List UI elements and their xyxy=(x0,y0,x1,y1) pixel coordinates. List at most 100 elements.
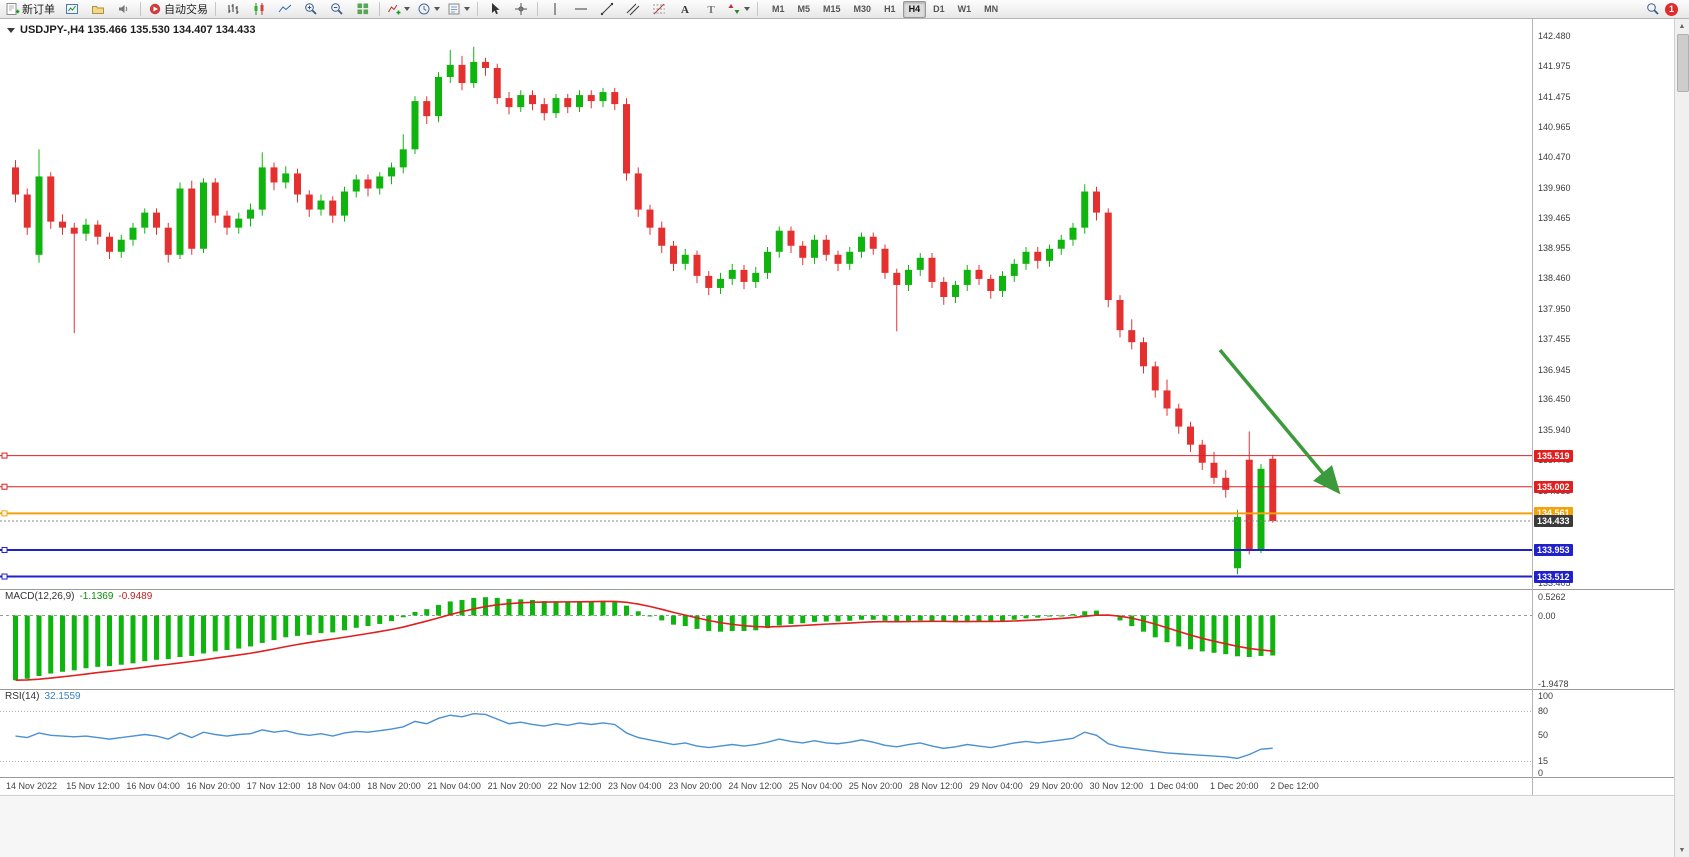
templates-button[interactable] xyxy=(444,0,473,19)
time-axis-label: 23 Nov 04:00 xyxy=(608,781,662,791)
time-axis-label: 25 Nov 20:00 xyxy=(848,781,903,791)
timeframe-M15[interactable]: M15 xyxy=(823,3,841,14)
search-icon[interactable] xyxy=(1646,2,1660,16)
panel-divider[interactable] xyxy=(0,777,1675,778)
crosshair-button[interactable] xyxy=(508,0,533,19)
text-icon: A xyxy=(681,4,689,16)
notification-badge[interactable]: 1 xyxy=(1665,2,1678,16)
panel-divider[interactable] xyxy=(0,589,1675,590)
toolbar: 新订单 自动交易 xyxy=(0,0,1689,19)
rsi-panel[interactable] xyxy=(0,690,1532,777)
chart-window-button[interactable] xyxy=(59,0,84,19)
horizontal-line-icon xyxy=(574,8,587,10)
hline-price-badge: 135.002 xyxy=(1534,480,1573,493)
alerts-button[interactable] xyxy=(111,0,136,19)
text-button[interactable]: A xyxy=(672,0,697,19)
zoom-in-button[interactable] xyxy=(298,0,323,19)
vertical-line-button[interactable] xyxy=(542,0,567,19)
price-axis-label: 136.450 xyxy=(1538,394,1571,405)
time-axis-label: 21 Nov 04:00 xyxy=(427,781,481,791)
macd-main-value: -1.1369 xyxy=(79,591,114,602)
candlestick-chart-type-icon xyxy=(254,3,263,15)
equidistant-channel-icon xyxy=(626,3,639,16)
timeframe-H1[interactable]: H1 xyxy=(884,3,896,14)
tile-windows-button[interactable] xyxy=(350,0,375,19)
bar-chart-type-icon xyxy=(228,4,238,14)
line-handle[interactable] xyxy=(1,573,8,580)
timeframe-D1[interactable]: D1 xyxy=(933,3,945,14)
candlestick-chart[interactable] xyxy=(0,19,1532,589)
rsi-line xyxy=(15,713,1273,760)
vertical-line-icon xyxy=(554,3,555,15)
price-axis-label: 137.455 xyxy=(1538,333,1571,344)
panel-divider[interactable] xyxy=(0,689,1675,690)
toolbar-separator xyxy=(140,2,141,16)
zoom-out-button[interactable] xyxy=(324,0,349,19)
time-axis-label: 23 Nov 20:00 xyxy=(668,781,722,791)
time-axis-label: 21 Nov 20:00 xyxy=(487,781,542,791)
macd-signal-line xyxy=(15,600,1273,682)
chart-title-text: USDJPY-,H4 135.466 135.530 134.407 134.4… xyxy=(20,24,256,36)
cursor-button[interactable] xyxy=(482,0,507,19)
autotrade-button[interactable]: 自动交易 xyxy=(145,0,211,19)
price-axis-separator xyxy=(1532,19,1533,795)
line-chart-type-button[interactable] xyxy=(272,0,297,19)
macd-signal-value: -0.9489 xyxy=(118,591,153,602)
trend-arrow[interactable] xyxy=(1218,348,1341,495)
rsi-value: 32.1559 xyxy=(44,691,81,702)
line-handle[interactable] xyxy=(1,510,8,517)
price-axis-label: 136.945 xyxy=(1538,364,1571,375)
time-axis[interactable]: 14 Nov 2022 15 Nov 12:00 16 Nov 04:00 16 No… xyxy=(0,778,1532,795)
vertical-scrollbar[interactable]: ▲ ▼ xyxy=(1674,19,1689,857)
chart-area[interactable]: USDJPY-,H4 135.466 135.530 134.407 134.4… xyxy=(0,19,1675,795)
toolbar-separator xyxy=(537,2,538,16)
crosshair-icon xyxy=(514,3,527,15)
timeframe-M30[interactable]: M30 xyxy=(853,3,872,14)
arrows-button[interactable] xyxy=(724,0,753,19)
time-axis-label: 15 Nov 12:00 xyxy=(66,781,120,791)
macd-panel[interactable] xyxy=(0,590,1532,689)
line-handle[interactable] xyxy=(1,483,8,490)
scroll-down-icon[interactable]: ▼ xyxy=(1678,846,1686,854)
window-bottom-area xyxy=(0,795,1675,857)
chart-menu-icon[interactable] xyxy=(7,28,15,33)
scrollbar-thumb[interactable] xyxy=(1677,34,1689,92)
line-handle[interactable] xyxy=(1,452,8,459)
horizontal-line-button[interactable] xyxy=(568,0,593,19)
bar-chart-type-button[interactable] xyxy=(220,0,245,19)
equidistant-channel-button[interactable] xyxy=(620,0,645,19)
toolbar-right-group: 1 xyxy=(1646,2,1686,16)
new-order-button[interactable]: 新订单 xyxy=(3,0,58,19)
profiles-button[interactable] xyxy=(85,0,110,19)
label-button[interactable]: T xyxy=(698,0,723,19)
timeframe-H4[interactable]: H4 xyxy=(902,0,927,18)
timeframe-M1[interactable]: M1 xyxy=(772,3,785,14)
timeframe-MN[interactable]: MN xyxy=(984,3,999,14)
indicators-button[interactable] xyxy=(384,0,413,19)
rsi-axis-label: 50 xyxy=(1538,729,1549,740)
timeframe-M5[interactable]: M5 xyxy=(797,3,811,14)
price-axis[interactable]: 142.480 141.975 141.475 140.965 140.470 139.9… xyxy=(1533,19,1675,795)
candlestick-chart-type-button[interactable] xyxy=(246,0,271,19)
autotrade-icon xyxy=(149,3,161,15)
periods-button[interactable] xyxy=(414,0,443,19)
dropdown-arrow-icon xyxy=(404,7,410,11)
price-axis-label: 141.975 xyxy=(1538,61,1571,72)
rsi-axis-label: 100 xyxy=(1538,691,1554,701)
tile-windows-icon xyxy=(357,3,368,15)
price-axis-label: 139.465 xyxy=(1538,212,1571,223)
time-axis-label: 25 Nov 04:00 xyxy=(788,781,843,791)
trendline-button[interactable] xyxy=(594,0,619,19)
label-icon: T xyxy=(707,4,715,16)
toolbar-separator xyxy=(215,2,216,16)
time-axis-label: 1 Dec 04:00 xyxy=(1149,781,1199,791)
price-axis-label: 133.405 xyxy=(1538,578,1571,588)
chart-window-icon xyxy=(65,4,78,14)
time-axis-label: 22 Nov 12:00 xyxy=(547,781,602,791)
time-axis-label: 16 Nov 20:00 xyxy=(186,781,241,791)
timeframe-W1[interactable]: W1 xyxy=(957,3,972,14)
scroll-up-icon[interactable]: ▲ xyxy=(1678,22,1686,30)
rsi-axis-label: 0 xyxy=(1538,768,1544,778)
line-handle[interactable] xyxy=(1,546,8,553)
fibonacci-button[interactable] xyxy=(646,0,671,19)
